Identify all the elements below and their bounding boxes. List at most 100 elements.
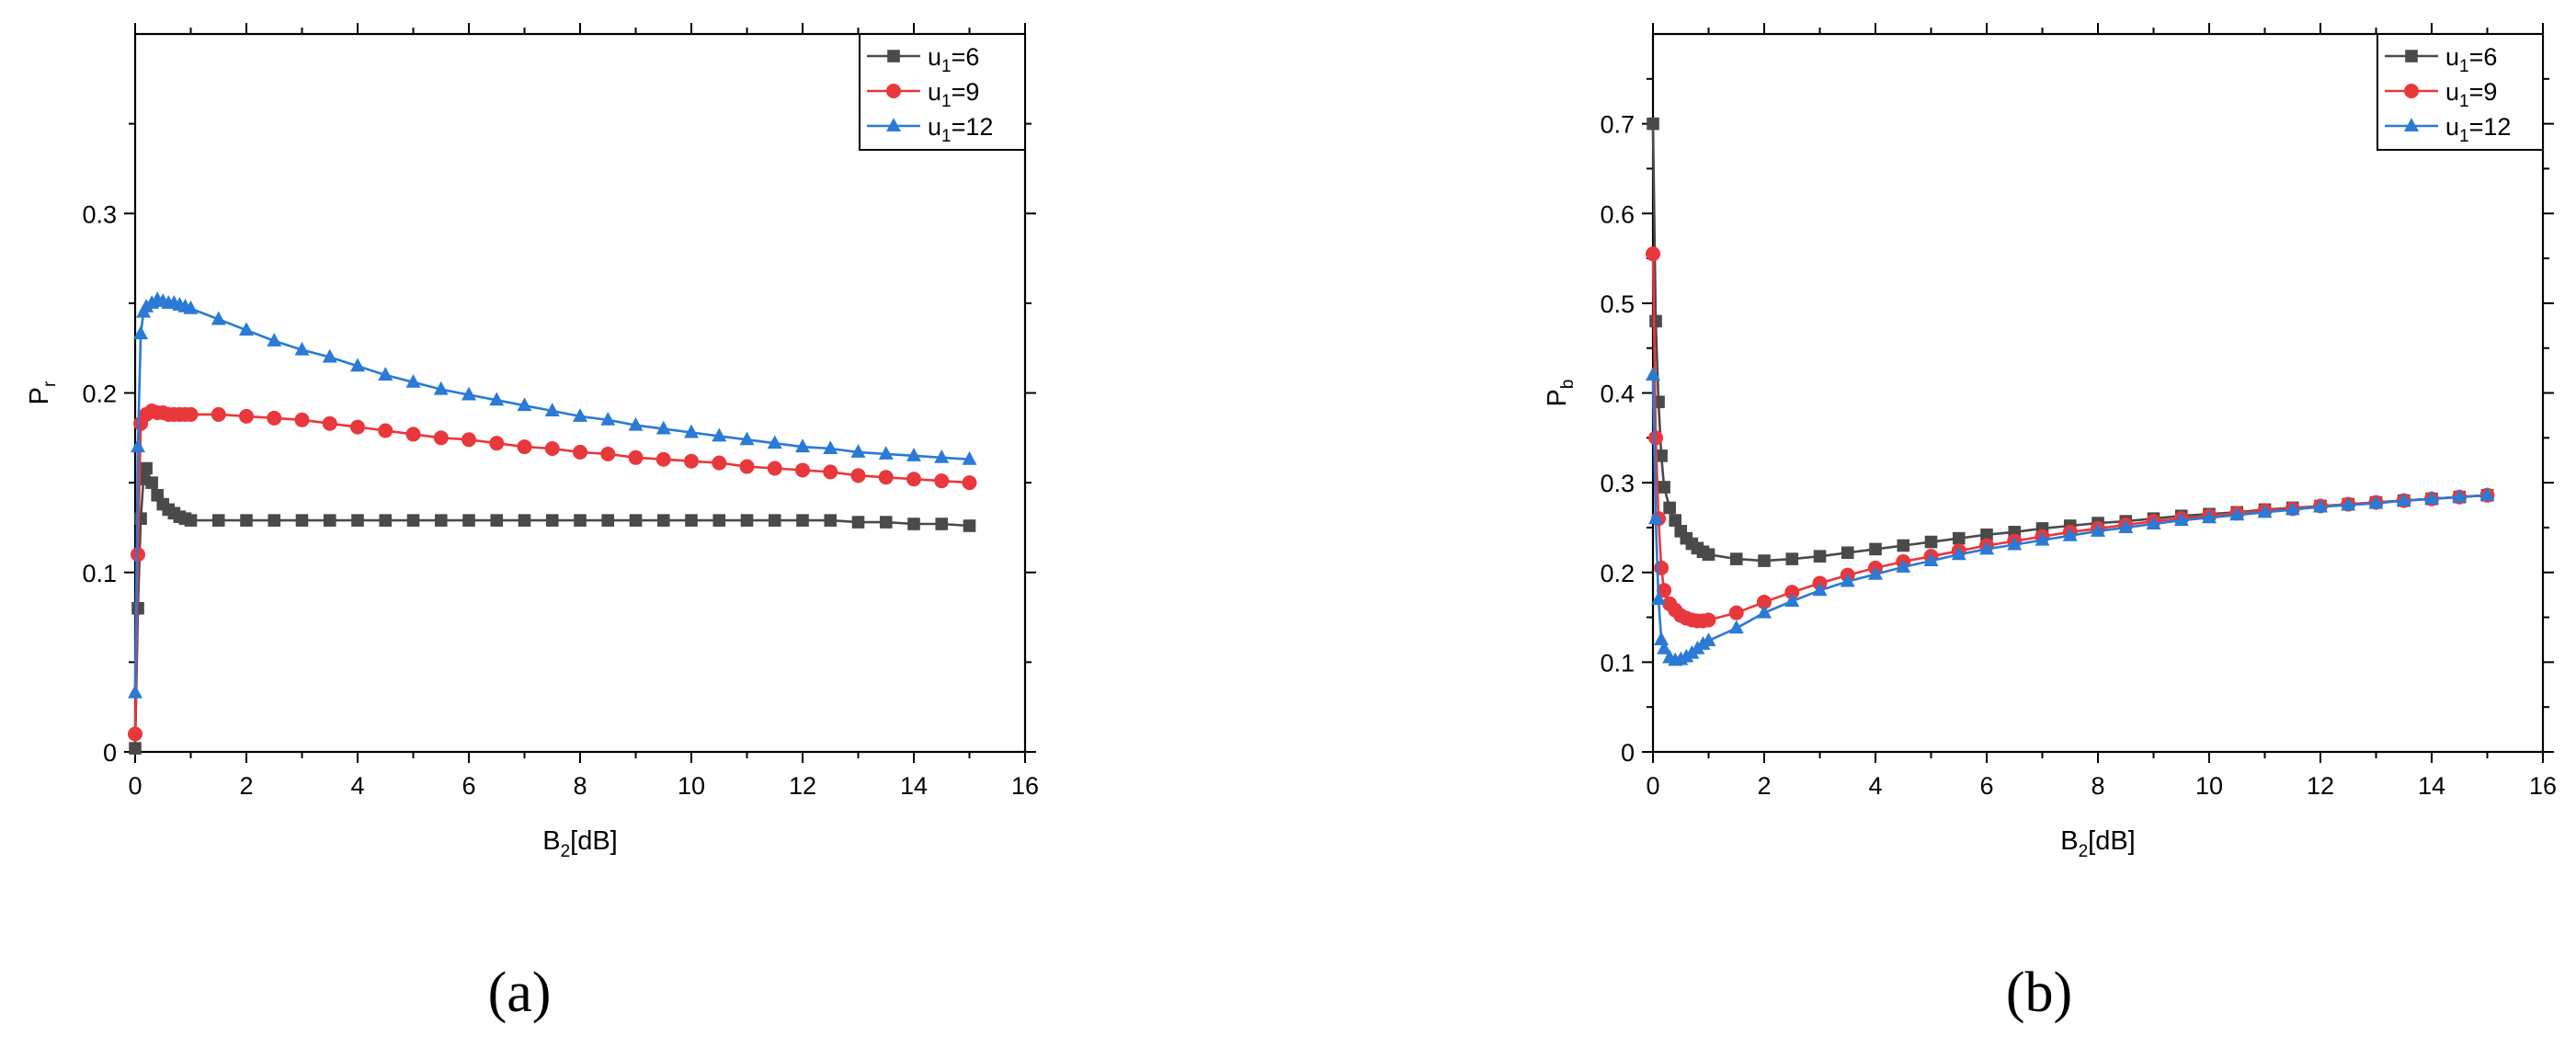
chart-b-point-u1=12 — [2313, 498, 2328, 513]
chart-a-legend: u1=6u1=9u1=12 — [859, 33, 1026, 151]
chart-a-point-u1=6 — [907, 518, 920, 530]
chart-a-point-u1=9 — [962, 475, 977, 491]
chart-a-point-u1=9 — [350, 419, 365, 435]
chart-a-legend-swatch-marker — [886, 84, 901, 98]
chart-b-point-u1=6 — [1758, 554, 1771, 567]
chart-b-legend-label-sub: 1 — [2459, 92, 2469, 111]
chart-b-point-u1=12 — [2229, 506, 2245, 521]
chart-a-point-u1=9 — [600, 446, 616, 461]
chart-a-point-u1=12 — [684, 424, 699, 438]
chart-a-legend-label: u1=6 — [928, 43, 979, 76]
chart-a-point-u1=12 — [433, 381, 449, 395]
chart-a-point-u1=12 — [489, 392, 505, 406]
chart-b-point-u1=6 — [1663, 501, 1676, 515]
chart-a-point-u1=6 — [184, 514, 198, 527]
chart-b-legend: u1=6u1=9u1=12 — [2377, 33, 2544, 151]
chart-a-point-u1=6 — [351, 514, 364, 527]
chart-b-point-u1=9 — [1757, 594, 1772, 609]
chart-a-point-u1=9 — [322, 415, 337, 431]
chart-b-point-u1=12 — [1648, 510, 1664, 525]
chart-b-point-u1=6 — [1655, 449, 1668, 462]
chart-a-legend-label-sub: 1 — [941, 57, 952, 76]
chart-b-point-u1=12 — [1951, 546, 1966, 561]
chart-b-legend-label-sub: 1 — [2459, 57, 2469, 76]
chart-a-point-u1=9 — [131, 547, 146, 563]
chart-a-point-u1=9 — [628, 449, 644, 465]
chart-a-point-u1=9 — [934, 473, 950, 489]
chart-b-plot: 0 2 4 6 8 10 12 14 1600.10.20.30.40.50.60.7B2[dB… — [1543, 23, 2557, 861]
chart-a-x-axis-title-sub: 2 — [561, 842, 571, 861]
chart-a-point-u1=9 — [183, 406, 199, 422]
chart-a-point-u1=12 — [906, 448, 921, 461]
chart-b-point-u1=12 — [2479, 486, 2495, 501]
chart-b-point-u1=6 — [1952, 531, 1966, 545]
chart-a: 0 2 4 6 8 10 12 14 1600.10.20.3B2[dB]Pru1=6u1=9u… — [25, 23, 1039, 1024]
chart-b-y-tick-label: 0.2 — [1600, 560, 1635, 587]
chart-b-legend-label-main: u — [2445, 43, 2459, 71]
chart-b-point-u1=12 — [1896, 559, 1911, 573]
chart-a-point-u1=12 — [350, 358, 365, 372]
chart-a-point-u1=9 — [767, 461, 782, 476]
chart-b-y-tick-label: 0.3 — [1600, 470, 1635, 497]
chart-a-legend-label-suffix: =9 — [952, 78, 980, 106]
chart-b-legend-item-u1=9: u1=9 — [2385, 78, 2497, 111]
chart-a-point-u1=6 — [545, 514, 559, 527]
chart-a-x-axis-title-suffix: [dB] — [570, 826, 618, 856]
chart-b-y-tick-label: 0.7 — [1600, 111, 1635, 139]
chart-a-point-u1=9 — [906, 472, 921, 487]
chart-a-x-tick-label: 16 — [1011, 772, 1039, 800]
chart-a-legend-label-sub: 1 — [941, 92, 952, 111]
chart-a-y-axis-title: Pr — [25, 381, 60, 404]
chart-a-point-u1=12 — [962, 450, 977, 465]
chart-b-point-u1=12 — [2202, 509, 2217, 524]
chart-b-x-tick-label: 8 — [2091, 772, 2104, 800]
chart-a-line-u1=12 — [133, 298, 970, 693]
chart-b-point-u1=12 — [2396, 492, 2411, 506]
chart-a-x-tick-label: 6 — [462, 772, 475, 800]
chart-a-y-axis-title-main: P — [25, 387, 54, 404]
chart-a-panel-label: (a) — [488, 961, 552, 1024]
chart-a-point-u1=6 — [518, 514, 531, 527]
chart-b-point-u1=6 — [1785, 552, 1799, 565]
chart-a-point-u1=12 — [294, 341, 310, 356]
chart-b-point-u1=6 — [1729, 552, 1743, 565]
chart-a-x-tick-label: 2 — [239, 772, 253, 800]
chart-b-y-tick-label: 0 — [1621, 739, 1635, 767]
chart-b-legend-label-suffix: =12 — [2469, 113, 2512, 141]
chart-b-point-u1=12 — [1651, 591, 1667, 606]
chart-b-point-u1=12 — [2368, 495, 2384, 509]
chart-a-point-u1=12 — [712, 427, 727, 442]
chart-b-legend-label-main: u — [2445, 113, 2459, 141]
chart-a-legend-swatch-marker — [886, 118, 901, 131]
chart-a-point-u1=9 — [739, 459, 755, 474]
chart-b-legend-label-sub: 1 — [2459, 127, 2469, 146]
chart-b-point-u1=6 — [1649, 314, 1662, 328]
chart-a-point-u1=12 — [378, 367, 393, 381]
chart-b-line-u1=12 — [1651, 374, 2488, 662]
chart-a-point-u1=9 — [544, 441, 560, 457]
chart-a-y-tick-label: 0.3 — [82, 200, 117, 228]
chart-a-point-u1=12 — [239, 322, 254, 336]
chart-b-legend-label-suffix: =9 — [2469, 78, 2498, 106]
chart-a-point-u1=12 — [128, 684, 142, 699]
chart-a-point-u1=12 — [183, 300, 199, 314]
chart-a-point-u1=6 — [851, 516, 865, 529]
chart-a-point-u1=12 — [322, 348, 337, 363]
chart-b-y-tick-label: 0.6 — [1600, 200, 1635, 228]
chart-a-point-u1=12 — [517, 397, 532, 412]
chart-a-y-tick-label: 0 — [103, 739, 117, 767]
chart-a-legend-label-suffix: =6 — [952, 43, 980, 71]
chart-b-legend-label-suffix: =6 — [2469, 43, 2498, 71]
chart-b-legend-label: u1=12 — [2445, 113, 2511, 146]
chart-b-point-u1=6 — [1897, 539, 1910, 552]
chart-a-point-u1=9 — [239, 408, 254, 424]
chart-b-legend-swatch-marker — [2404, 118, 2419, 131]
chart-a-x-axis-title: B2[dB] — [542, 826, 618, 861]
chart-b-y-axis-title-main: P — [1543, 389, 1572, 406]
chart-a-point-u1=9 — [684, 453, 699, 469]
chart-a-point-u1=12 — [823, 440, 838, 455]
chart-b-point-u1=9 — [1701, 612, 1716, 628]
chart-a-point-u1=12 — [133, 325, 149, 340]
chart-b-point-u1=9 — [1646, 246, 1660, 262]
chart-a-point-u1=6 — [574, 514, 587, 527]
